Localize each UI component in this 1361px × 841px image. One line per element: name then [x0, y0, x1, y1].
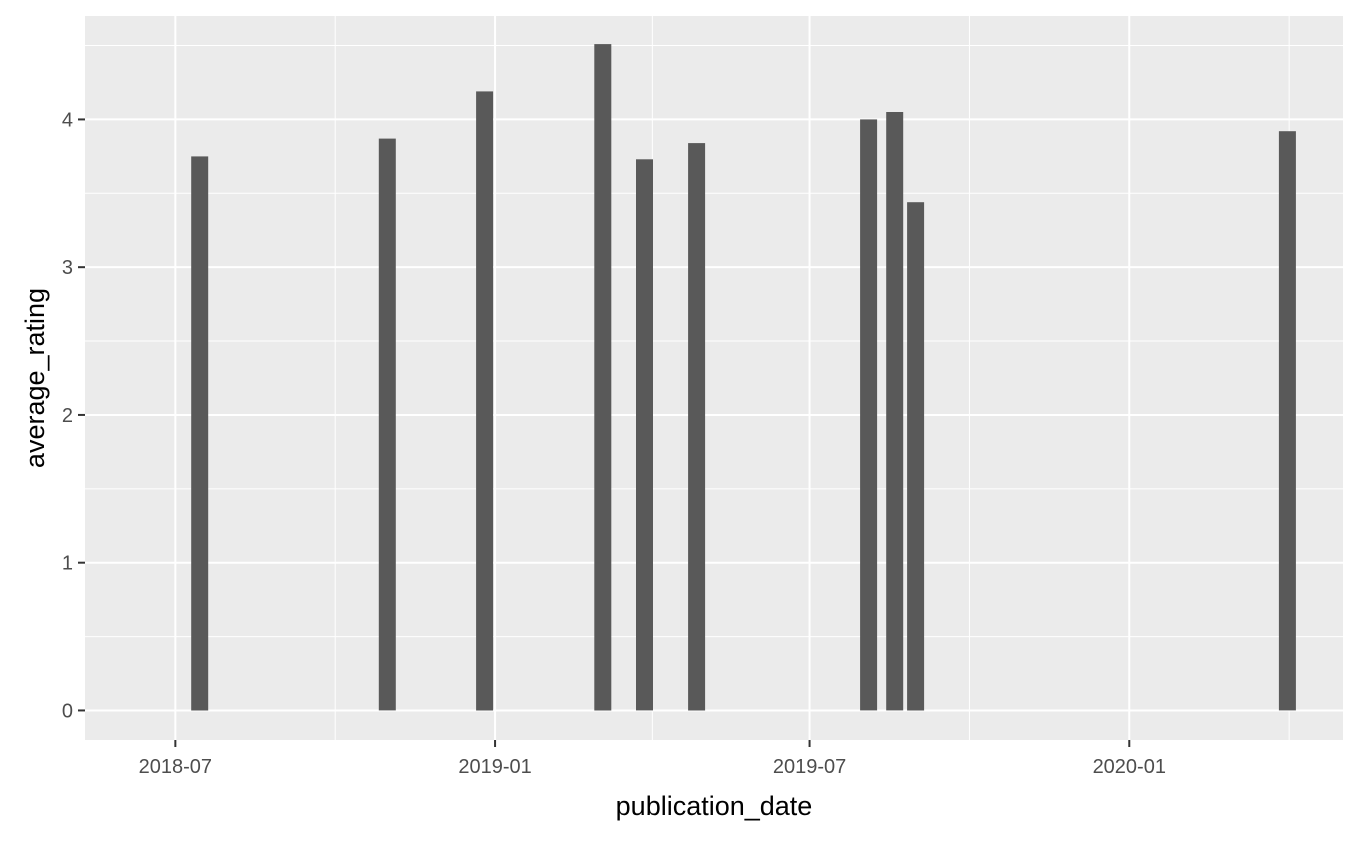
y-tick-label: 4: [62, 109, 73, 131]
bar: [378, 138, 396, 711]
major-gridlines: [85, 16, 1343, 740]
y-tick-label: 0: [62, 700, 73, 722]
y-axis: 0 1 2 3 4: [62, 109, 85, 722]
bars: [191, 44, 1296, 711]
bar: [594, 44, 612, 711]
x-axis-title: publication_date: [616, 791, 813, 821]
x-tick-label: 2019-07: [773, 756, 846, 778]
bar: [191, 156, 209, 711]
x-axis: 2018-07 2019-01 2019-07 2020-01: [139, 740, 1166, 778]
x-tick-label: 2019-01: [458, 756, 531, 778]
x-tick-label: 2020-01: [1093, 756, 1166, 778]
bar: [1278, 131, 1296, 711]
y-tick-label: 2: [62, 405, 73, 427]
y-tick-label: 1: [62, 553, 73, 575]
bar: [860, 119, 878, 711]
bar: [476, 91, 494, 711]
bar: [886, 112, 904, 711]
y-tick-label: 3: [62, 257, 73, 279]
bar: [688, 143, 706, 711]
minor-gridlines: [85, 16, 1343, 740]
bar: [907, 202, 925, 711]
panel-background: [85, 16, 1343, 740]
x-tick-label: 2018-07: [139, 756, 212, 778]
y-axis-title: average_rating: [20, 288, 50, 468]
bar: [636, 159, 653, 711]
